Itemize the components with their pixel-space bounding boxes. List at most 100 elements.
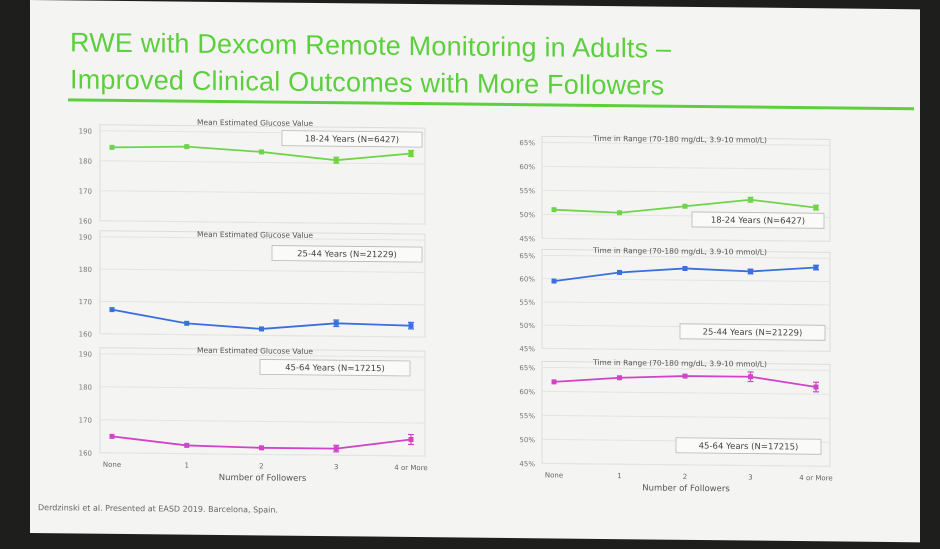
legend-box [259, 359, 411, 377]
y-tick-label: 160 [79, 331, 92, 339]
data-point [333, 320, 339, 326]
y-tick-label: 65% [519, 139, 535, 147]
gridline [542, 366, 830, 371]
legend-label: 45-64 Years (N=17215) [285, 363, 385, 374]
gridline [100, 419, 425, 424]
gridline [100, 220, 425, 225]
x-tick-label: 4 or More [394, 464, 427, 472]
legend-label: 18-24 Years (N=6427) [305, 134, 399, 145]
x-tick-label: 2 [683, 473, 687, 481]
chart-6: 65% 60% 55% 50% 45% Time in Range (70-180 mg/… [519, 358, 832, 494]
gridline [100, 236, 425, 241]
slide: RWE with Dexcom Remote Monitoring in Adu… [30, 0, 920, 543]
x-tick-label: 3 [748, 474, 752, 482]
y-tick-label: 55% [519, 412, 535, 420]
data-point [682, 265, 688, 272]
y-tick-label: 160 [79, 450, 92, 458]
data-point [682, 203, 688, 209]
legend-box [691, 211, 825, 229]
gridline [542, 254, 830, 259]
data-point [408, 150, 414, 157]
data-point [408, 436, 414, 443]
gridline [100, 268, 425, 273]
y-tick-label: 170 [79, 417, 92, 425]
data-point [184, 144, 190, 150]
y-tick-label: 45% [519, 345, 535, 353]
chart-title: Mean Estimated Glucose Value [197, 230, 313, 240]
gridline [542, 462, 830, 467]
gridline [542, 237, 830, 242]
data-point [551, 207, 557, 213]
x-tick-label: 1 [185, 462, 189, 470]
legend-box [281, 130, 423, 148]
data-point [617, 269, 622, 275]
gridline [542, 390, 830, 395]
data-point [551, 379, 557, 385]
chart-5: 65% 60% 55% 50% 45% Time in Range (70-180 mg/… [519, 246, 831, 353]
chart-title: Time in Range (70-180 mg/dL, 3.9-10 mmol… [592, 246, 767, 257]
data-point [617, 210, 622, 216]
y-tick-label: 55% [519, 299, 535, 307]
gridline [100, 452, 425, 457]
legend-label: 25-44 Years (N=21229) [297, 249, 397, 260]
chart-3: 190 180 170 160 Mean Estimated Glucose Value… [79, 346, 428, 484]
data-point [259, 326, 264, 332]
y-tick-label: 65% [519, 252, 535, 260]
gridline [100, 386, 425, 391]
y-tick-label: 170 [79, 188, 92, 196]
data-point [748, 197, 753, 203]
x-tick-label: 4 or More [799, 474, 832, 482]
x-axis-label: Number of Followers [219, 473, 307, 484]
chart-title: Mean Estimated Glucose Value [197, 346, 313, 356]
y-tick-label: 65% [519, 364, 535, 372]
chart-title: Time in Range (70-180 mg/dL, 3.9-10 mmol… [592, 358, 767, 369]
y-tick-label: 60% [519, 163, 535, 171]
y-tick-label: 180 [79, 266, 92, 274]
x-tick-label: None [545, 471, 563, 479]
data-point [333, 446, 339, 452]
data-point [259, 445, 264, 451]
gridline [100, 160, 425, 165]
y-tick-label: 180 [79, 158, 92, 166]
data-point [617, 375, 622, 381]
gridline [100, 300, 425, 306]
data-point [813, 265, 819, 271]
gridline [100, 333, 425, 338]
legend-box [675, 437, 822, 455]
y-tick-label: 180 [79, 384, 92, 392]
chart-4: 65% 60% 55% 50% 45% Time in Range (70-180 mg/… [519, 134, 831, 243]
data-point [333, 157, 339, 163]
data-point [184, 442, 190, 448]
chart-1: 190 180 170 160 Mean Estimated Glucose Value… [79, 118, 426, 226]
gridline [542, 278, 830, 283]
y-tick-label: 160 [79, 218, 92, 226]
legend-box [271, 245, 423, 263]
x-axis-label: Number of Followers [642, 483, 730, 494]
data-point [551, 278, 557, 284]
gridline [100, 353, 425, 358]
data-point [682, 373, 688, 379]
x-tick-label: 2 [259, 462, 263, 470]
chart-title: Mean Estimated Glucose Value [197, 118, 313, 128]
gridline [542, 347, 830, 352]
x-tick-label: 1 [617, 472, 621, 480]
y-tick-label: 45% [519, 460, 535, 468]
charts-area: 190 180 170 160 Mean Estimated Glucose Value… [79, 118, 833, 495]
data-point [259, 149, 264, 155]
data-point [813, 384, 819, 390]
y-tick-label: 190 [79, 351, 92, 359]
legend-label: 18-24 Years (N=6427) [711, 216, 805, 227]
gridline [542, 165, 830, 170]
gridline [542, 414, 830, 419]
data-point [109, 144, 115, 150]
data-point [408, 323, 414, 329]
data-point [184, 320, 190, 326]
gridline [542, 301, 830, 306]
y-tick-label: 190 [79, 234, 92, 242]
y-tick-label: 50% [519, 211, 535, 219]
chart-2: 190 180 170 160 Mean Estimated Glucose Value… [79, 230, 426, 339]
data-point [109, 433, 115, 439]
x-tick-label: None [103, 461, 121, 469]
data-point [109, 307, 115, 313]
y-tick-label: 170 [79, 298, 92, 306]
